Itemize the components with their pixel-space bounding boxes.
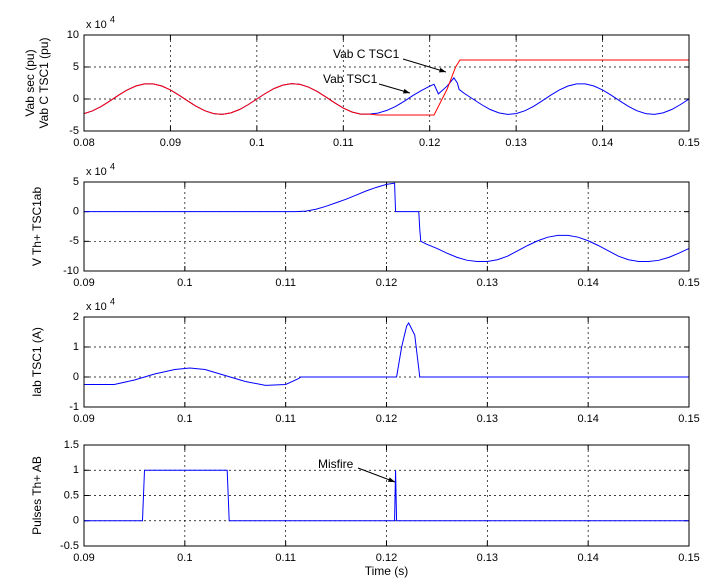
annotation-arrow [357,467,396,483]
x-tick-label: 0.1 [177,413,192,425]
y-tick-label: 0 [73,371,79,383]
series-line [84,469,689,522]
series-line [84,322,689,386]
x-tick-label: 0.09 [73,413,94,425]
y-exponent-base: x 10 [86,301,107,313]
x-tick-label: 0.11 [333,137,354,149]
y-axis-label: Pulses Th+ AB [30,456,44,535]
x-tick-label: 0.09 [160,137,181,149]
annotation: Misfire [318,457,354,471]
y-axis-label: V Th+ TSC1ab [30,187,44,267]
x-tick-label: 0.13 [477,277,498,289]
y-tick-label: 10 [67,29,79,41]
y-tick-label: 5 [73,176,79,188]
y-tick-label: 2 [73,311,79,323]
x-tick-label: 0.1 [249,137,264,149]
annotation-arrowhead [403,88,410,94]
x-tick-label: 0.11 [275,413,296,425]
x-axis-label: Time (s) [365,564,409,578]
series-line [84,59,689,116]
y-tick-label: -5 [69,235,79,247]
axes-frame [83,316,690,408]
axes-frame [83,34,690,132]
x-tick-label: 0.13 [477,413,498,425]
x-tick-label: 0.09 [73,552,94,564]
y-axis-label: Iab TSC1 (A) [30,327,44,397]
x-tick-label: 0.14 [592,137,613,149]
series-annotation: Vab C TSC1 [333,47,400,61]
y-tick-label: -0.5 [60,540,79,552]
annotation-arrowhead [439,67,446,73]
y-exponent-base: x 10 [86,166,107,178]
x-tick-label: 0.14 [577,413,598,425]
y-tick-label: 1 [73,464,79,476]
annotation-arrowhead [388,477,395,482]
x-tick-label: 0.15 [678,137,699,149]
x-tick-label: 0.14 [577,552,598,564]
x-tick-label: 0.12 [376,413,397,425]
x-tick-label: 0.13 [477,552,498,564]
y-axis-label: Vab C TSC1 (pu) [37,38,51,129]
x-tick-label: 0.1 [177,552,192,564]
series-line [84,182,689,263]
y-tick-label: -5 [69,125,79,137]
x-tick-label: 0.11 [275,552,296,564]
x-tick-label: 0.15 [678,552,699,564]
y-tick-label: -10 [63,265,79,277]
y-exponent-power: 4 [110,296,115,306]
y-tick-label: -1 [69,401,79,413]
y-tick-label: 1 [73,341,79,353]
y-tick-label: 0.5 [64,489,79,501]
x-tick-label: 0.11 [275,277,296,289]
x-tick-label: 0.13 [505,137,526,149]
y-tick-label: 0 [73,515,79,527]
y-exponent-power: 4 [110,161,115,171]
y-tick-label: 0 [73,93,79,105]
x-tick-label: 0.12 [419,137,440,149]
x-tick-label: 0.15 [678,413,699,425]
y-tick-label: 0 [73,206,79,218]
x-tick-label: 0.15 [678,277,699,289]
x-tick-label: 0.12 [376,552,397,564]
series-annotation: Vab TSC1 [323,72,378,86]
x-tick-label: 0.1 [177,277,192,289]
x-tick-label: 0.08 [73,137,94,149]
y-exponent-power: 4 [110,14,115,24]
y-tick-label: 1.5 [64,439,79,451]
x-tick-label: 0.09 [73,277,94,289]
axes-frame [83,444,690,547]
y-tick-label: 5 [73,61,79,73]
axes-frame [83,181,690,272]
x-tick-label: 0.12 [376,277,397,289]
y-exponent-base: x 10 [86,19,107,31]
annotation-arrow [402,58,447,73]
x-tick-label: 0.14 [577,277,598,289]
y-axis-label: Vab sec (pu) [23,49,37,116]
